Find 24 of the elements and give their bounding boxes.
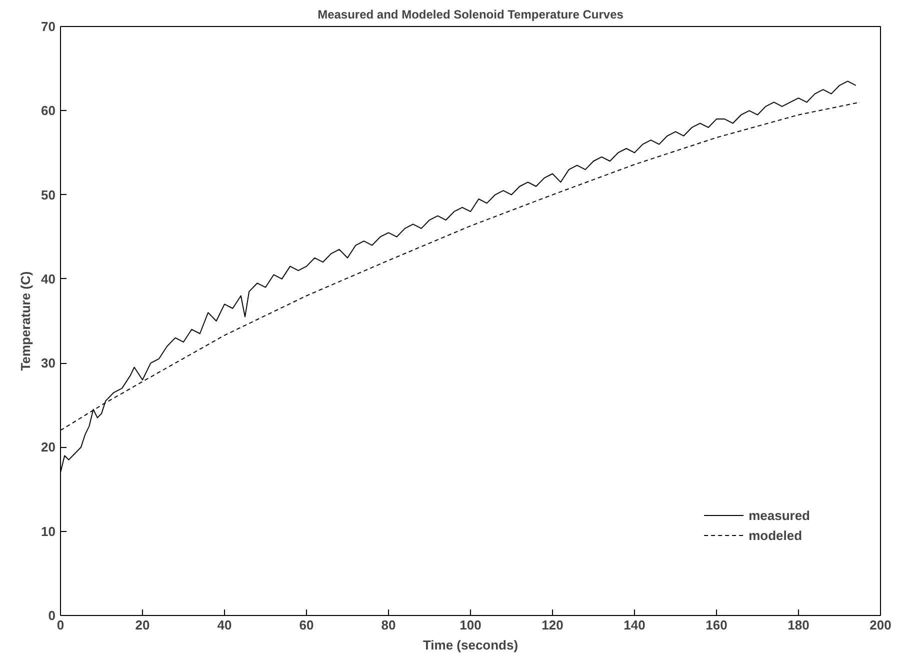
y-tick-label: 60: [41, 103, 56, 118]
x-tick-label: 160: [706, 618, 728, 632]
y-tick-label: 40: [41, 271, 56, 286]
y-tick-label: 30: [41, 356, 56, 371]
x-tick-label: 140: [624, 618, 646, 632]
x-tick-label: 180: [788, 618, 810, 632]
y-tick-label: 70: [41, 19, 56, 34]
y-tick-label: 10: [41, 524, 56, 539]
y-axis-title: Temperature (C): [18, 271, 34, 371]
x-tick-label: 60: [299, 618, 314, 632]
legend-label: modeled: [748, 528, 802, 542]
y-tick-label: 20: [41, 440, 56, 455]
line-series: [60, 80, 856, 473]
y-tick-label: 50: [41, 187, 56, 202]
y-tick-label: 0: [48, 608, 56, 623]
x-axis-title: Time (seconds): [422, 638, 518, 652]
x-tick-label: 40: [217, 618, 232, 632]
x-tick-label: 20: [135, 618, 150, 632]
x-tick-label: 80: [381, 618, 396, 632]
chart-title: Measured and Modeled Solenoid Temperature Curves: [318, 8, 624, 22]
legend-label: measured: [748, 508, 810, 522]
x-tick-label: 200: [870, 618, 892, 632]
x-tick-label: 100: [460, 618, 482, 632]
x-tick-label: 120: [542, 618, 564, 632]
